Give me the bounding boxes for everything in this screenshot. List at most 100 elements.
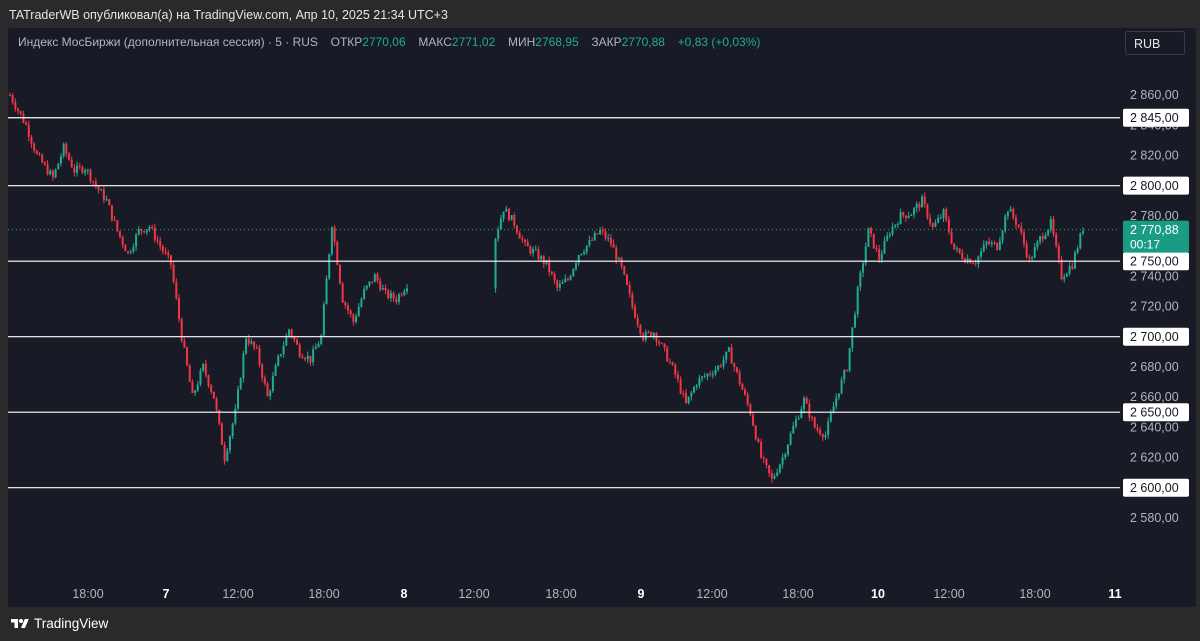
candle-body (904, 215, 907, 218)
candle-body (499, 218, 502, 230)
level-label-bg (1123, 403, 1189, 422)
candle-body (770, 472, 773, 479)
candle-body (309, 355, 312, 363)
candle-body (65, 143, 68, 154)
candle-body (406, 288, 409, 292)
candle-body (392, 292, 395, 299)
candle-body (271, 375, 274, 391)
candle-body (30, 136, 33, 144)
candle-body (875, 248, 878, 250)
candle-body (376, 274, 379, 281)
currency-button[interactable]: RUB (1125, 31, 1185, 55)
candle-body (784, 454, 787, 458)
candle-body (961, 252, 964, 259)
candle-body (17, 108, 20, 111)
candle-body (1009, 208, 1012, 212)
candle-body (564, 278, 567, 283)
candle-body (175, 281, 178, 299)
candle-body (719, 365, 722, 367)
candle-body (317, 344, 320, 348)
candle-body (97, 186, 100, 190)
x-tick-label: 18:00 (545, 587, 576, 601)
candle-body (982, 244, 985, 252)
candle-body (655, 333, 658, 342)
candle-body (145, 229, 148, 233)
candle-body (298, 344, 301, 357)
candle-body (94, 181, 97, 187)
candle-body (717, 365, 720, 370)
candle-body (781, 457, 784, 465)
y-tick-label: 2 680,00 (1130, 360, 1179, 374)
candle-body (188, 365, 191, 382)
candle-body (43, 162, 46, 165)
candle-body (1057, 246, 1060, 260)
candle-body (38, 153, 41, 155)
candle-body (352, 314, 355, 322)
candle-body (575, 263, 578, 269)
candle-body (41, 154, 44, 163)
candle-body (202, 363, 205, 371)
chart-panel: 2 860,002 840,002 820,002 780,002 760,00… (8, 28, 1196, 607)
candle-body (843, 370, 846, 380)
candle-body (143, 231, 146, 233)
candle-body (848, 347, 851, 371)
candle-body (1052, 219, 1055, 235)
candle-body (918, 204, 921, 208)
candle-body (1017, 224, 1020, 227)
candle-body (368, 281, 371, 286)
y-tick-label: 2 660,00 (1130, 390, 1179, 404)
candle-body (752, 414, 755, 426)
candle-body (577, 255, 580, 264)
candle-body (387, 290, 390, 298)
candle-body (773, 475, 776, 479)
candle-body (513, 215, 516, 226)
candle-body (395, 298, 398, 302)
candle-body (682, 393, 685, 395)
candle-body (344, 302, 347, 306)
candle-body (939, 217, 942, 219)
x-tick-label: 11 (1108, 587, 1121, 601)
candle-body (207, 375, 210, 386)
candle-body (57, 163, 60, 170)
candle-body (803, 397, 806, 410)
candle-body (886, 235, 889, 241)
candle-body (306, 355, 309, 360)
candle-body (186, 347, 189, 366)
candle-body (996, 242, 999, 250)
candle-body (274, 365, 277, 376)
candle-body (137, 229, 140, 235)
candle-body (1012, 208, 1015, 218)
candle-body (497, 229, 500, 239)
candle-body (867, 227, 870, 247)
candle-body (1025, 244, 1028, 257)
candle-body (261, 364, 264, 378)
candle-body (666, 347, 669, 362)
candle-body (325, 278, 328, 305)
candle-body (872, 233, 875, 249)
candle-body (357, 306, 360, 317)
candle-body (215, 398, 218, 411)
price-chart[interactable]: 2 860,002 840,002 820,002 780,002 760,00… (8, 28, 1196, 607)
footer-brand: TradingView (10, 616, 108, 631)
candle-body (1049, 219, 1052, 230)
candle-body (998, 240, 1001, 250)
candle-body (891, 226, 894, 235)
candle-body (518, 232, 521, 239)
candle-body (896, 224, 899, 226)
candle-body (127, 251, 130, 253)
candle-body (990, 242, 993, 245)
candle-body (231, 423, 234, 437)
candle-body (62, 143, 65, 157)
candle-body (35, 150, 38, 154)
candle-body (218, 410, 221, 424)
open-label: ОТКР (330, 35, 363, 49)
candle-body (341, 283, 344, 303)
candle-body (636, 317, 639, 325)
candle-body (690, 392, 693, 397)
tradingview-logo-icon (11, 618, 29, 628)
candle-body (11, 95, 14, 103)
candle-body (985, 241, 988, 245)
candle-body (805, 397, 808, 404)
candle-body (210, 385, 213, 392)
candle-body (76, 165, 79, 173)
